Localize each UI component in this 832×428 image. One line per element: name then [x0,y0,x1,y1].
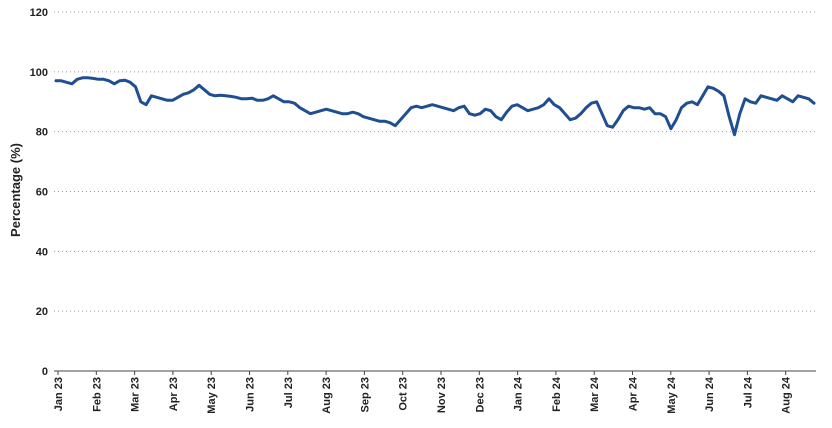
x-tick-label: Feb 23 [91,377,103,412]
x-tick-label: Sep 23 [359,377,371,412]
y-tick-label-80: 80 [36,127,48,139]
series-line-0 [54,76,816,137]
y-tick-label-120: 120 [30,7,48,19]
x-tick-label: Jun 23 [245,377,257,412]
y-axis-label: Percentage (%) [8,143,23,237]
y-tick-labels: 0 20 40 60 80 100 120 [30,7,48,378]
y-tick-label-40: 40 [36,246,48,258]
x-tick-label: Nov 23 [436,377,448,413]
x-tick-label: Oct 23 [398,377,410,411]
x-tick-label: Aug 23 [321,377,333,414]
y-tick-label-100: 100 [30,67,48,79]
gridlines [54,11,816,312]
x-tick-label: Mar 24 [589,376,601,412]
x-tick-label: May 23 [206,377,218,414]
x-tick-label: Jul 23 [283,377,295,408]
series-layer [54,76,816,137]
x-tick-label: Jun 24 [704,376,716,412]
x-tick-label: Aug 24 [781,376,793,414]
y-tick-label-20: 20 [36,306,48,318]
x-tick-label: Feb 24 [551,376,563,412]
x-tick-label: Apr 23 [168,377,180,411]
x-tick-label: Jan 23 [53,377,65,411]
y-tick-label-0: 0 [42,366,48,378]
axes [54,370,816,375]
x-tick-label: May 24 [666,376,678,414]
x-tick-label: Apr 24 [628,376,640,411]
x-tick-label: Mar 23 [130,377,142,412]
x-tick-label: Dec 23 [474,377,486,412]
x-tick-label: Jul 24 [742,376,754,408]
x-tick-label: Jan 24 [513,376,525,411]
y-tick-label-60: 60 [36,187,48,199]
x-tick-labels: Jan 23 Feb 23 Mar 23 Apr 23 May 23 Jun 23 Jul … [53,376,793,414]
